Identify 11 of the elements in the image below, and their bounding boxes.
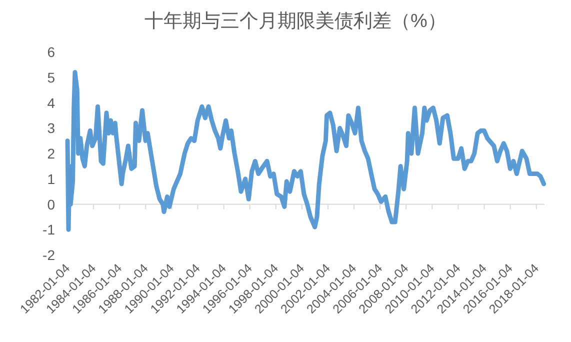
y-tick-label: 1	[47, 170, 56, 187]
y-tick-label: 5	[47, 69, 56, 86]
y-tick-label: 4	[47, 94, 56, 111]
y-tick-label: -1	[42, 222, 56, 238]
y-tick-label: 3	[47, 120, 56, 136]
y-tick-label: 6	[47, 44, 56, 60]
y-tick-label: -2	[42, 247, 56, 263]
y-tick-label: 0	[47, 196, 56, 212]
line-series	[65, 70, 546, 232]
y-tick-label: 2	[47, 146, 56, 162]
chart-title: 十年期与三个月期限美债利差（%）	[144, 10, 446, 32]
